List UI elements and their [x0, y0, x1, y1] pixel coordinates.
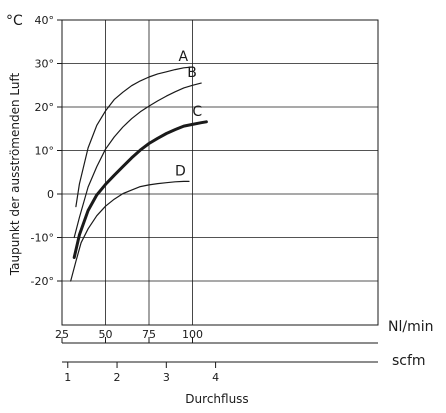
curve-d: [70, 180, 190, 282]
y-unit-label: °C: [6, 13, 23, 29]
x-tick-label: 25: [55, 328, 69, 341]
x-tick-label: 50: [99, 328, 113, 341]
curve-labels: AB C D: [175, 49, 202, 179]
curves: [70, 66, 208, 282]
y-ticks: 40° 30° 20° 10° 0 -10° -20°: [31, 14, 62, 288]
y-tick-label: 0: [47, 188, 54, 201]
x2-tick-label: 2: [114, 371, 121, 384]
y-axis-title: Taupunkt der ausströmenden Luft: [8, 73, 22, 277]
curve-label-d: D: [175, 163, 186, 179]
y-tick-label: 40°: [35, 14, 55, 27]
y-tick-label: -20°: [31, 275, 54, 288]
curve-c: [72, 120, 208, 259]
y-tick-label: 20°: [35, 101, 55, 114]
curve-label-b: B: [187, 65, 197, 81]
x-tick-label: 100: [182, 328, 203, 341]
plot-frame: [61, 19, 379, 326]
curve-b: [73, 82, 202, 239]
y-tick-label: 30°: [35, 58, 55, 71]
x2-tick-label: 3: [163, 371, 170, 384]
curve-label-c: C: [192, 104, 202, 120]
curve-a: [75, 66, 194, 208]
curve-label-a: A: [179, 49, 189, 65]
x2-tick-label: 4: [212, 371, 219, 384]
grid: [62, 19, 378, 325]
y-tick-label: 10°: [35, 145, 55, 158]
x-axis-title: Durchfluss: [185, 392, 248, 406]
x-unit-label: Nl/min: [388, 319, 433, 335]
x2-tick-label: 1: [64, 371, 71, 384]
x2-unit-label: scfm: [392, 353, 426, 369]
x-ticks: 25 50 75 100: [55, 328, 203, 343]
x-tick-label: 75: [142, 328, 156, 341]
x2-ticks: 1 2 3 4: [64, 362, 219, 384]
y-tick-label: -10°: [31, 232, 54, 245]
